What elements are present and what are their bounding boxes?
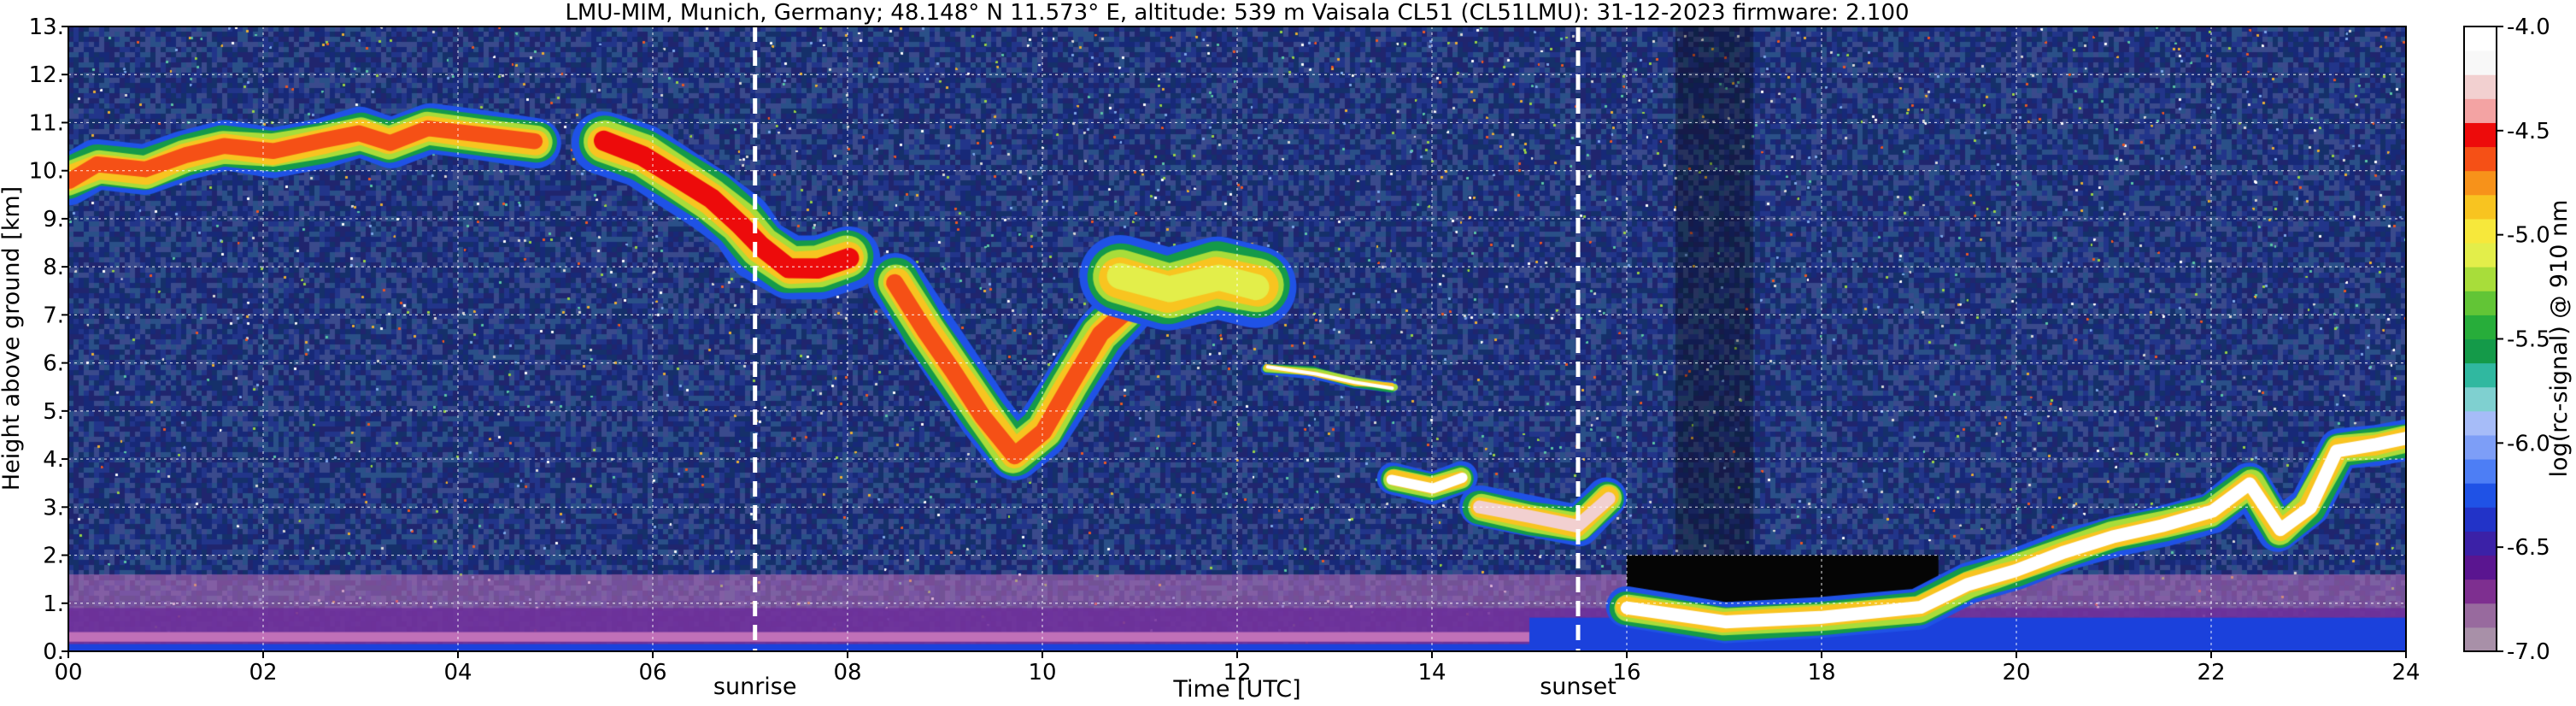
colorbar-segment bbox=[2464, 507, 2497, 532]
colorbar bbox=[2464, 26, 2497, 652]
colorbar-tick-label: -6.0 bbox=[2507, 431, 2550, 456]
y-tick-label: 10. bbox=[29, 159, 64, 185]
colorbar-segment bbox=[2464, 170, 2497, 196]
y-tick-label: 7. bbox=[43, 303, 64, 328]
colorbar-segment bbox=[2464, 98, 2497, 123]
x-tick-label: 16 bbox=[1612, 660, 1640, 685]
colorbar-tick-label: -4.0 bbox=[2507, 15, 2550, 40]
colorbar-segment bbox=[2464, 74, 2497, 99]
x-tick-label: 08 bbox=[833, 660, 861, 685]
y-tick-label: 13. bbox=[29, 15, 64, 40]
colorbar-ticks: -4.0 -4.5 -5.0 -5.5 -6.0 -6.5 -7.0 bbox=[2497, 15, 2550, 665]
x-tick-label: 18 bbox=[1807, 660, 1835, 685]
colorbar-segment bbox=[2464, 338, 2497, 364]
x-tick-label: 20 bbox=[2002, 660, 2030, 685]
marker-label-sunset: sunset bbox=[1540, 674, 1617, 700]
y-axis-label: Height above ground [km] bbox=[0, 186, 25, 491]
x-tick-label: 04 bbox=[443, 660, 472, 685]
colorbar-segment bbox=[2464, 386, 2497, 412]
x-axis-label: Time [UTC] bbox=[1172, 676, 1300, 703]
y-tick-label: 11. bbox=[29, 110, 64, 136]
colorbar-segment bbox=[2464, 555, 2497, 580]
colorbar-segment bbox=[2464, 362, 2497, 388]
colorbar-tick-label: -6.5 bbox=[2507, 535, 2550, 561]
grid-lines bbox=[68, 26, 2406, 651]
x-tick-label: 06 bbox=[638, 660, 666, 685]
marker-label-sunrise: sunrise bbox=[713, 674, 797, 700]
colorbar-segment bbox=[2464, 267, 2497, 291]
colorbar-tick-label: -5.0 bbox=[2507, 223, 2550, 249]
colorbar-segment bbox=[2464, 243, 2497, 268]
y-tick-label: 12. bbox=[29, 62, 64, 88]
chart-title: LMU-MIM, Munich, Germany; 48.148° N 11.5… bbox=[565, 0, 1909, 26]
colorbar-tick-label: -5.5 bbox=[2507, 327, 2550, 353]
y-tick-label: 4. bbox=[43, 447, 64, 473]
colorbar-segment bbox=[2464, 218, 2497, 244]
colorbar-segment bbox=[2464, 483, 2497, 508]
y-tick-label: 8. bbox=[43, 255, 64, 280]
colorbar-segment bbox=[2464, 291, 2497, 315]
y-tick-label: 1. bbox=[43, 591, 64, 617]
x-tick-label: 24 bbox=[2391, 660, 2420, 685]
y-tick-label: 0. bbox=[43, 639, 64, 665]
colorbar-segment bbox=[2464, 50, 2497, 75]
colorbar-segment bbox=[2464, 410, 2497, 436]
x-axis: 00 02 04 06 08 10 12 14 16 18 20 22 24 bbox=[54, 651, 2421, 685]
colorbar-segment bbox=[2464, 531, 2497, 556]
x-tick-label: 10 bbox=[1028, 660, 1056, 685]
colorbar-segment bbox=[2464, 603, 2497, 628]
y-tick-label: 3. bbox=[43, 495, 64, 521]
colorbar-segment bbox=[2464, 146, 2497, 172]
colorbar-label: log(rc-signal) @ 910 nm bbox=[2546, 200, 2573, 478]
y-tick-label: 5. bbox=[43, 399, 64, 425]
colorbar-segment bbox=[2464, 627, 2497, 652]
colorbar-segment bbox=[2464, 434, 2497, 460]
y-axis: 0. 1. 2. 3. 4. 5. 6. 7. 8. 9. 10. 11. 12. 13. bbox=[29, 15, 68, 665]
colorbar-tick-label: -7.0 bbox=[2507, 639, 2550, 665]
x-tick-label: 14 bbox=[1417, 660, 1446, 685]
colorbar-tick-label: -4.5 bbox=[2507, 119, 2550, 144]
sun-markers: sunrise sunset bbox=[713, 26, 1617, 700]
x-tick-label: 22 bbox=[2197, 660, 2225, 685]
colorbar-segment bbox=[2464, 26, 2497, 51]
x-tick-label: 00 bbox=[54, 660, 82, 685]
x-tick-label: 02 bbox=[249, 660, 277, 685]
colorbar-segment bbox=[2464, 122, 2497, 148]
colorbar-segment bbox=[2464, 194, 2497, 220]
y-tick-label: 6. bbox=[43, 351, 64, 377]
x-tick-label: 12 bbox=[1223, 660, 1251, 685]
colorbar-segment bbox=[2464, 459, 2497, 484]
y-tick-label: 2. bbox=[43, 544, 64, 569]
colorbar-segment bbox=[2464, 315, 2497, 339]
y-tick-label: 9. bbox=[43, 207, 64, 232]
colorbar-segment bbox=[2464, 579, 2497, 604]
